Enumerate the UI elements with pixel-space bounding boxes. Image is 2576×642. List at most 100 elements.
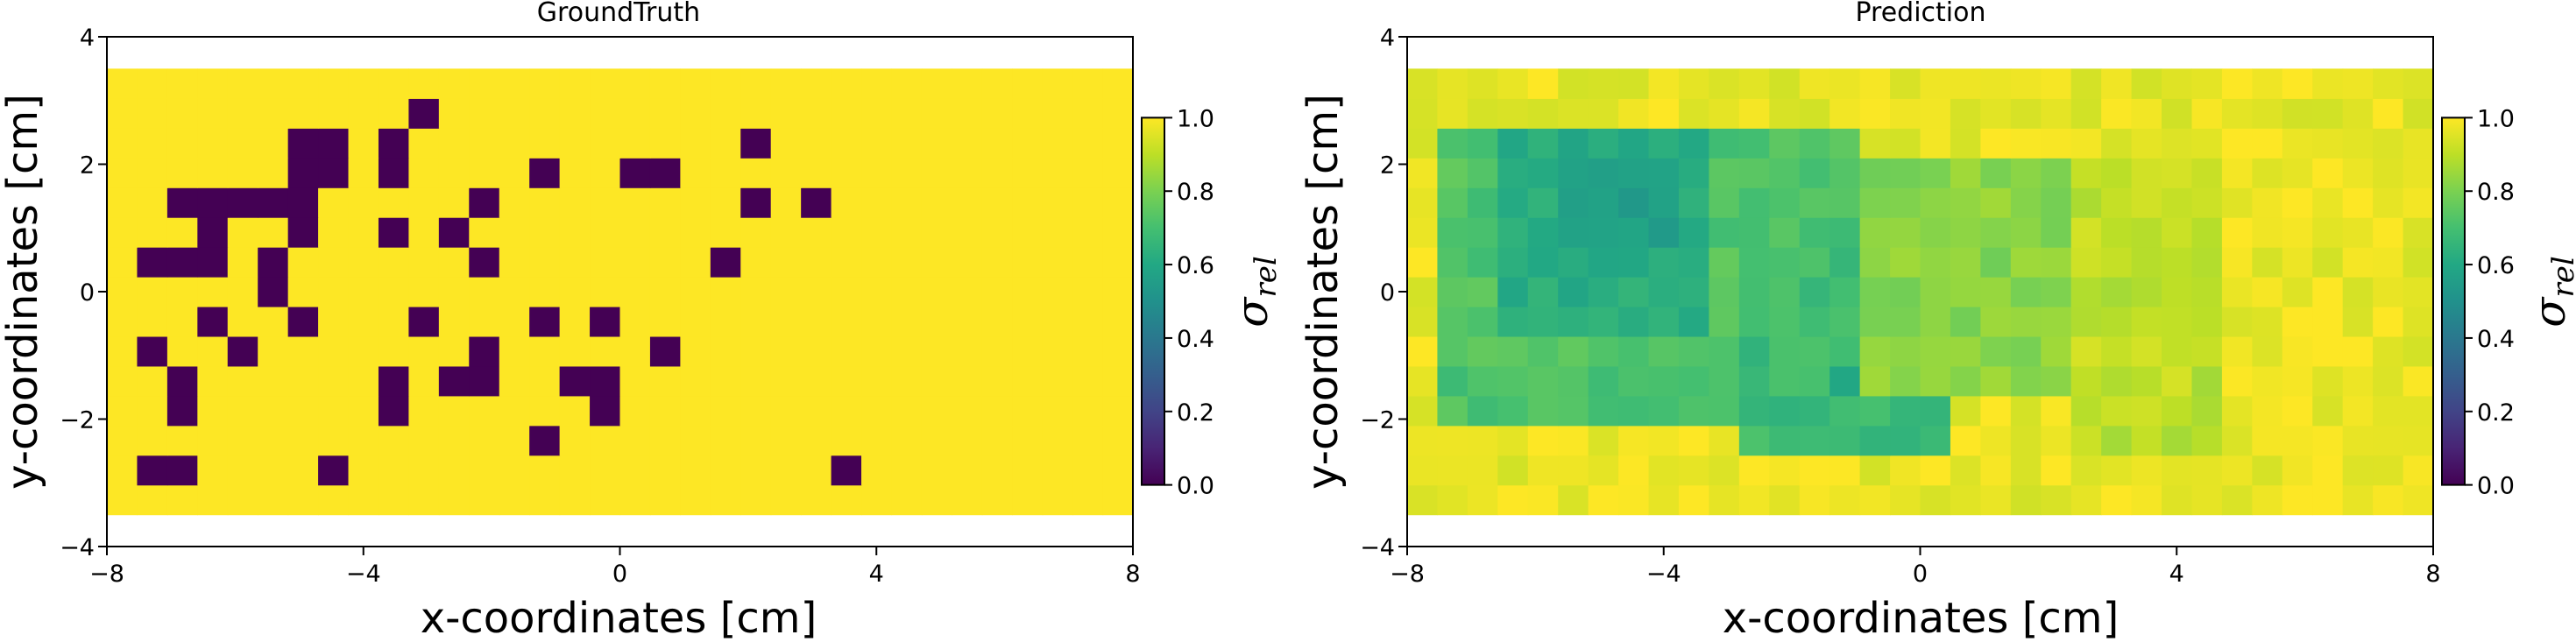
heatmap-cell bbox=[2342, 455, 2374, 486]
heatmap-cell bbox=[2191, 365, 2223, 397]
heatmap-cell bbox=[921, 365, 952, 397]
heatmap-cell bbox=[801, 187, 832, 218]
heatmap-cell bbox=[166, 277, 198, 307]
heatmap-cell bbox=[2373, 306, 2404, 337]
heatmap-cell bbox=[649, 306, 681, 337]
heatmap-cells bbox=[107, 68, 1134, 516]
heatmap-cell bbox=[1618, 306, 1650, 337]
heatmap-cell bbox=[2101, 98, 2133, 129]
heatmap-cell bbox=[861, 335, 893, 367]
heatmap-cell bbox=[891, 306, 923, 337]
heatmap-cell bbox=[1920, 217, 1951, 248]
heatmap-cell bbox=[710, 455, 741, 486]
heatmap-cell bbox=[2403, 158, 2434, 188]
heatmap-cell bbox=[1527, 98, 1559, 129]
heatmap-cell bbox=[2131, 395, 2162, 427]
heatmap-cell bbox=[1980, 247, 2012, 278]
heatmap-cell bbox=[2191, 187, 2223, 218]
heatmap-cell bbox=[378, 98, 410, 129]
colorbar-tick-label: 0.2 bbox=[1177, 399, 1214, 427]
y-axis-label: y-coordinates [cm] bbox=[0, 94, 47, 490]
heatmap-cell bbox=[1920, 158, 1951, 188]
heatmap-cell bbox=[921, 247, 952, 278]
heatmap-cell bbox=[1102, 425, 1134, 456]
heatmap-cell bbox=[619, 455, 651, 486]
y-tick-label: −2 bbox=[1360, 407, 1395, 434]
heatmap-cell bbox=[2282, 484, 2313, 516]
heatmap-cell bbox=[2041, 128, 2072, 159]
heatmap-cell bbox=[1042, 277, 1073, 307]
heatmap-cell bbox=[619, 68, 651, 99]
heatmap-cell bbox=[1042, 306, 1073, 337]
heatmap-cell bbox=[258, 395, 289, 427]
heatmap-cell bbox=[1709, 277, 1740, 307]
heatmap-cell bbox=[619, 484, 651, 516]
heatmap-cell bbox=[1980, 335, 2012, 367]
heatmap-cell bbox=[2131, 68, 2162, 99]
heatmap-cell bbox=[559, 247, 591, 278]
heatmap-cell bbox=[2070, 128, 2102, 159]
heatmap-cell bbox=[408, 128, 440, 159]
heatmap-cell bbox=[740, 247, 772, 278]
heatmap-cell bbox=[1467, 217, 1498, 248]
colorbar-tick-label: 0.4 bbox=[2477, 326, 2515, 353]
heatmap-cell bbox=[2342, 277, 2374, 307]
heatmap-cell bbox=[1709, 365, 1740, 397]
heatmap-cell bbox=[770, 484, 802, 516]
heatmap-cell bbox=[891, 335, 923, 367]
heatmap-cell bbox=[1648, 365, 1680, 397]
heatmap-cell bbox=[1678, 98, 1710, 129]
heatmap-cell bbox=[801, 217, 832, 248]
heatmap-cell bbox=[1769, 128, 1801, 159]
heatmap-cell bbox=[438, 395, 470, 427]
heatmap-cell bbox=[197, 335, 229, 367]
heatmap-cell bbox=[1407, 395, 1439, 427]
heatmap-cell bbox=[2342, 335, 2374, 367]
heatmap-cell bbox=[408, 247, 440, 278]
heatmap-cell bbox=[891, 277, 923, 307]
y-tick-label: 2 bbox=[80, 152, 95, 180]
heatmap-cell bbox=[2010, 277, 2042, 307]
heatmap-cell bbox=[1648, 455, 1680, 486]
heatmap-cell bbox=[649, 484, 681, 516]
heatmap-cell bbox=[680, 98, 711, 129]
heatmap-cell bbox=[1527, 425, 1559, 456]
heatmap-cell bbox=[1012, 247, 1044, 278]
heatmap-cell bbox=[1678, 217, 1710, 248]
heatmap-cell bbox=[1829, 158, 1861, 188]
heatmap-cell bbox=[348, 68, 379, 99]
heatmap-cell bbox=[318, 425, 350, 456]
heatmap-cell bbox=[2101, 455, 2133, 486]
heatmap-cell bbox=[1618, 395, 1650, 427]
heatmap-cell bbox=[1950, 277, 1981, 307]
heatmap-cell bbox=[227, 484, 258, 516]
heatmap-cell bbox=[529, 365, 561, 397]
heatmap-cell bbox=[1950, 68, 1981, 99]
heatmap-cell bbox=[952, 455, 983, 486]
heatmap-cell bbox=[1437, 306, 1468, 337]
heatmap-cell bbox=[1920, 68, 1951, 99]
heatmap-cell bbox=[891, 187, 923, 218]
heatmap-cell bbox=[710, 98, 741, 129]
heatmap-cell bbox=[1012, 68, 1044, 99]
heatmap-cell bbox=[2342, 187, 2374, 218]
heatmap-cell bbox=[2070, 98, 2102, 129]
heatmap-cell bbox=[1859, 365, 1891, 397]
heatmap-cell bbox=[1042, 247, 1073, 278]
heatmap-cell bbox=[137, 455, 168, 486]
y-tick-label: 4 bbox=[1380, 25, 1395, 52]
heatmap-cell bbox=[408, 335, 440, 367]
heatmap-cell bbox=[801, 484, 832, 516]
heatmap-cell bbox=[1588, 128, 1619, 159]
heatmap-cell bbox=[1437, 68, 1468, 99]
heatmap-cell bbox=[469, 455, 500, 486]
heatmap-cell bbox=[1950, 365, 1981, 397]
y-tick-label: 4 bbox=[80, 25, 95, 52]
heatmap-cell bbox=[2342, 484, 2374, 516]
heatmap-cell bbox=[1769, 277, 1801, 307]
heatmap-cell bbox=[1102, 187, 1134, 218]
heatmap-cell bbox=[770, 365, 802, 397]
heatmap-cell bbox=[1467, 68, 1498, 99]
heatmap-cell bbox=[2041, 455, 2072, 486]
heatmap-cell bbox=[1527, 68, 1559, 99]
